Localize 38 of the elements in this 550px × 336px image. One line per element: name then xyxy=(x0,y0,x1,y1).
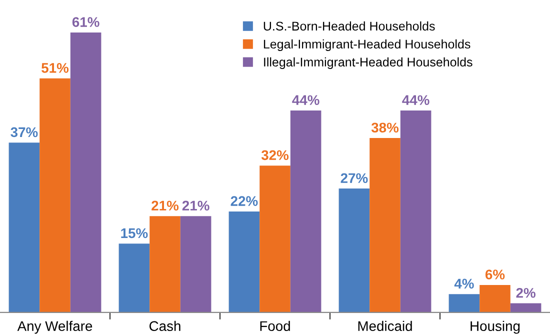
bar xyxy=(400,110,432,312)
x-tick-label: Food xyxy=(260,320,290,332)
data-label: 38% xyxy=(371,122,399,133)
bar xyxy=(8,142,40,312)
bar xyxy=(260,166,290,312)
data-label: 27% xyxy=(340,173,368,183)
bar xyxy=(510,303,542,312)
bar xyxy=(180,216,212,312)
x-tick-label: Any Welfare xyxy=(17,320,92,334)
x-tick-label: Medicaid xyxy=(358,320,412,332)
bar xyxy=(118,244,150,312)
bar xyxy=(480,284,510,312)
bar xyxy=(448,294,480,312)
data-label: 32% xyxy=(261,150,289,160)
bar xyxy=(228,211,260,312)
data-label: 15% xyxy=(121,228,148,238)
legend-label: U.S.-Born-Headed Households xyxy=(264,21,435,31)
data-label: 37% xyxy=(10,127,38,138)
data-label: 61% xyxy=(72,17,100,27)
data-label: 21% xyxy=(182,200,210,211)
bar xyxy=(290,110,322,312)
data-label: 22% xyxy=(230,196,258,206)
bar xyxy=(40,78,70,312)
bar xyxy=(70,32,102,312)
x-tick-label: Cash xyxy=(149,320,180,332)
data-label: 44% xyxy=(402,95,430,105)
data-label: 4% xyxy=(454,278,474,289)
data-label: 51% xyxy=(42,63,69,73)
bar xyxy=(370,138,400,312)
data-label: 44% xyxy=(292,95,320,105)
legend-label: Illegal-Immigrant-Headed Households xyxy=(264,57,472,69)
data-label: 2% xyxy=(516,288,536,298)
bar xyxy=(150,216,180,312)
x-tick-label: Housing xyxy=(470,320,520,334)
legend-label: Legal-Immigrant-Headed Households xyxy=(264,39,470,52)
data-label: 6% xyxy=(485,270,505,280)
data-label: 21% xyxy=(152,200,179,211)
bar xyxy=(338,188,370,312)
